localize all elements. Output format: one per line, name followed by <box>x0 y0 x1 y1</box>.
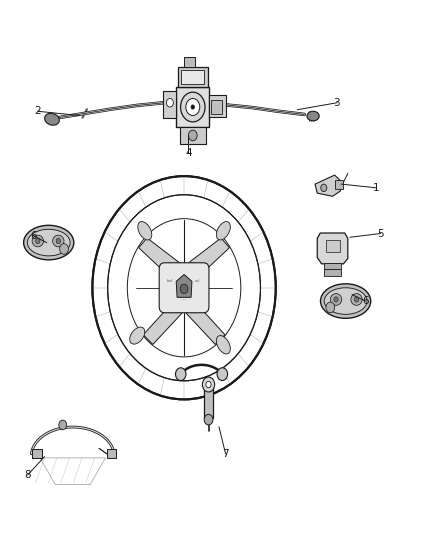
Circle shape <box>180 92 205 122</box>
Circle shape <box>188 130 197 141</box>
Circle shape <box>35 238 40 244</box>
Text: fwd: fwd <box>167 279 173 284</box>
Bar <box>181 70 204 84</box>
Polygon shape <box>189 238 230 280</box>
Circle shape <box>321 184 327 191</box>
Ellipse shape <box>138 222 152 240</box>
Polygon shape <box>143 301 182 344</box>
Ellipse shape <box>45 114 60 125</box>
Ellipse shape <box>321 284 371 318</box>
FancyBboxPatch shape <box>159 263 209 313</box>
Polygon shape <box>176 274 192 297</box>
Circle shape <box>108 195 261 381</box>
Bar <box>324 263 341 269</box>
Text: 7: 7 <box>222 449 229 458</box>
Circle shape <box>326 302 335 313</box>
Circle shape <box>334 297 338 302</box>
Circle shape <box>354 297 359 302</box>
Circle shape <box>191 105 194 109</box>
Polygon shape <box>317 233 348 264</box>
Circle shape <box>56 238 60 244</box>
Polygon shape <box>139 238 179 280</box>
Ellipse shape <box>53 235 64 247</box>
Bar <box>106 449 116 458</box>
Bar <box>324 269 341 276</box>
Circle shape <box>204 414 213 425</box>
Circle shape <box>217 368 228 381</box>
Bar <box>209 95 226 117</box>
Bar <box>335 180 343 189</box>
Ellipse shape <box>330 294 342 305</box>
Bar <box>163 91 177 118</box>
Ellipse shape <box>216 222 230 240</box>
Text: vol: vol <box>195 279 201 284</box>
Bar <box>180 127 206 144</box>
Bar <box>178 67 208 87</box>
Ellipse shape <box>324 288 367 314</box>
Text: 8: 8 <box>25 470 31 480</box>
Text: 1: 1 <box>373 183 379 193</box>
Circle shape <box>180 284 188 294</box>
Ellipse shape <box>24 225 74 260</box>
Circle shape <box>166 99 173 107</box>
Bar <box>204 386 213 418</box>
Text: 2: 2 <box>35 106 41 116</box>
Circle shape <box>202 377 215 392</box>
Bar <box>32 449 42 458</box>
Circle shape <box>206 381 211 387</box>
Ellipse shape <box>307 111 319 121</box>
Circle shape <box>59 420 67 430</box>
Text: 5: 5 <box>377 229 384 239</box>
Ellipse shape <box>32 235 43 247</box>
Circle shape <box>60 244 68 254</box>
Ellipse shape <box>130 327 145 344</box>
Bar <box>325 240 339 252</box>
Bar <box>212 100 222 114</box>
Ellipse shape <box>27 229 70 256</box>
Ellipse shape <box>351 294 362 305</box>
Polygon shape <box>315 175 342 196</box>
Circle shape <box>186 99 200 116</box>
Bar <box>184 58 195 67</box>
Ellipse shape <box>216 336 230 354</box>
Polygon shape <box>186 301 225 344</box>
Circle shape <box>176 368 186 381</box>
Text: 3: 3 <box>334 98 340 108</box>
Circle shape <box>92 176 276 399</box>
Bar <box>177 87 209 127</box>
Text: 6: 6 <box>362 296 369 306</box>
Text: 6: 6 <box>30 231 37 241</box>
Text: —: — <box>182 297 186 302</box>
Text: 4: 4 <box>185 148 192 158</box>
